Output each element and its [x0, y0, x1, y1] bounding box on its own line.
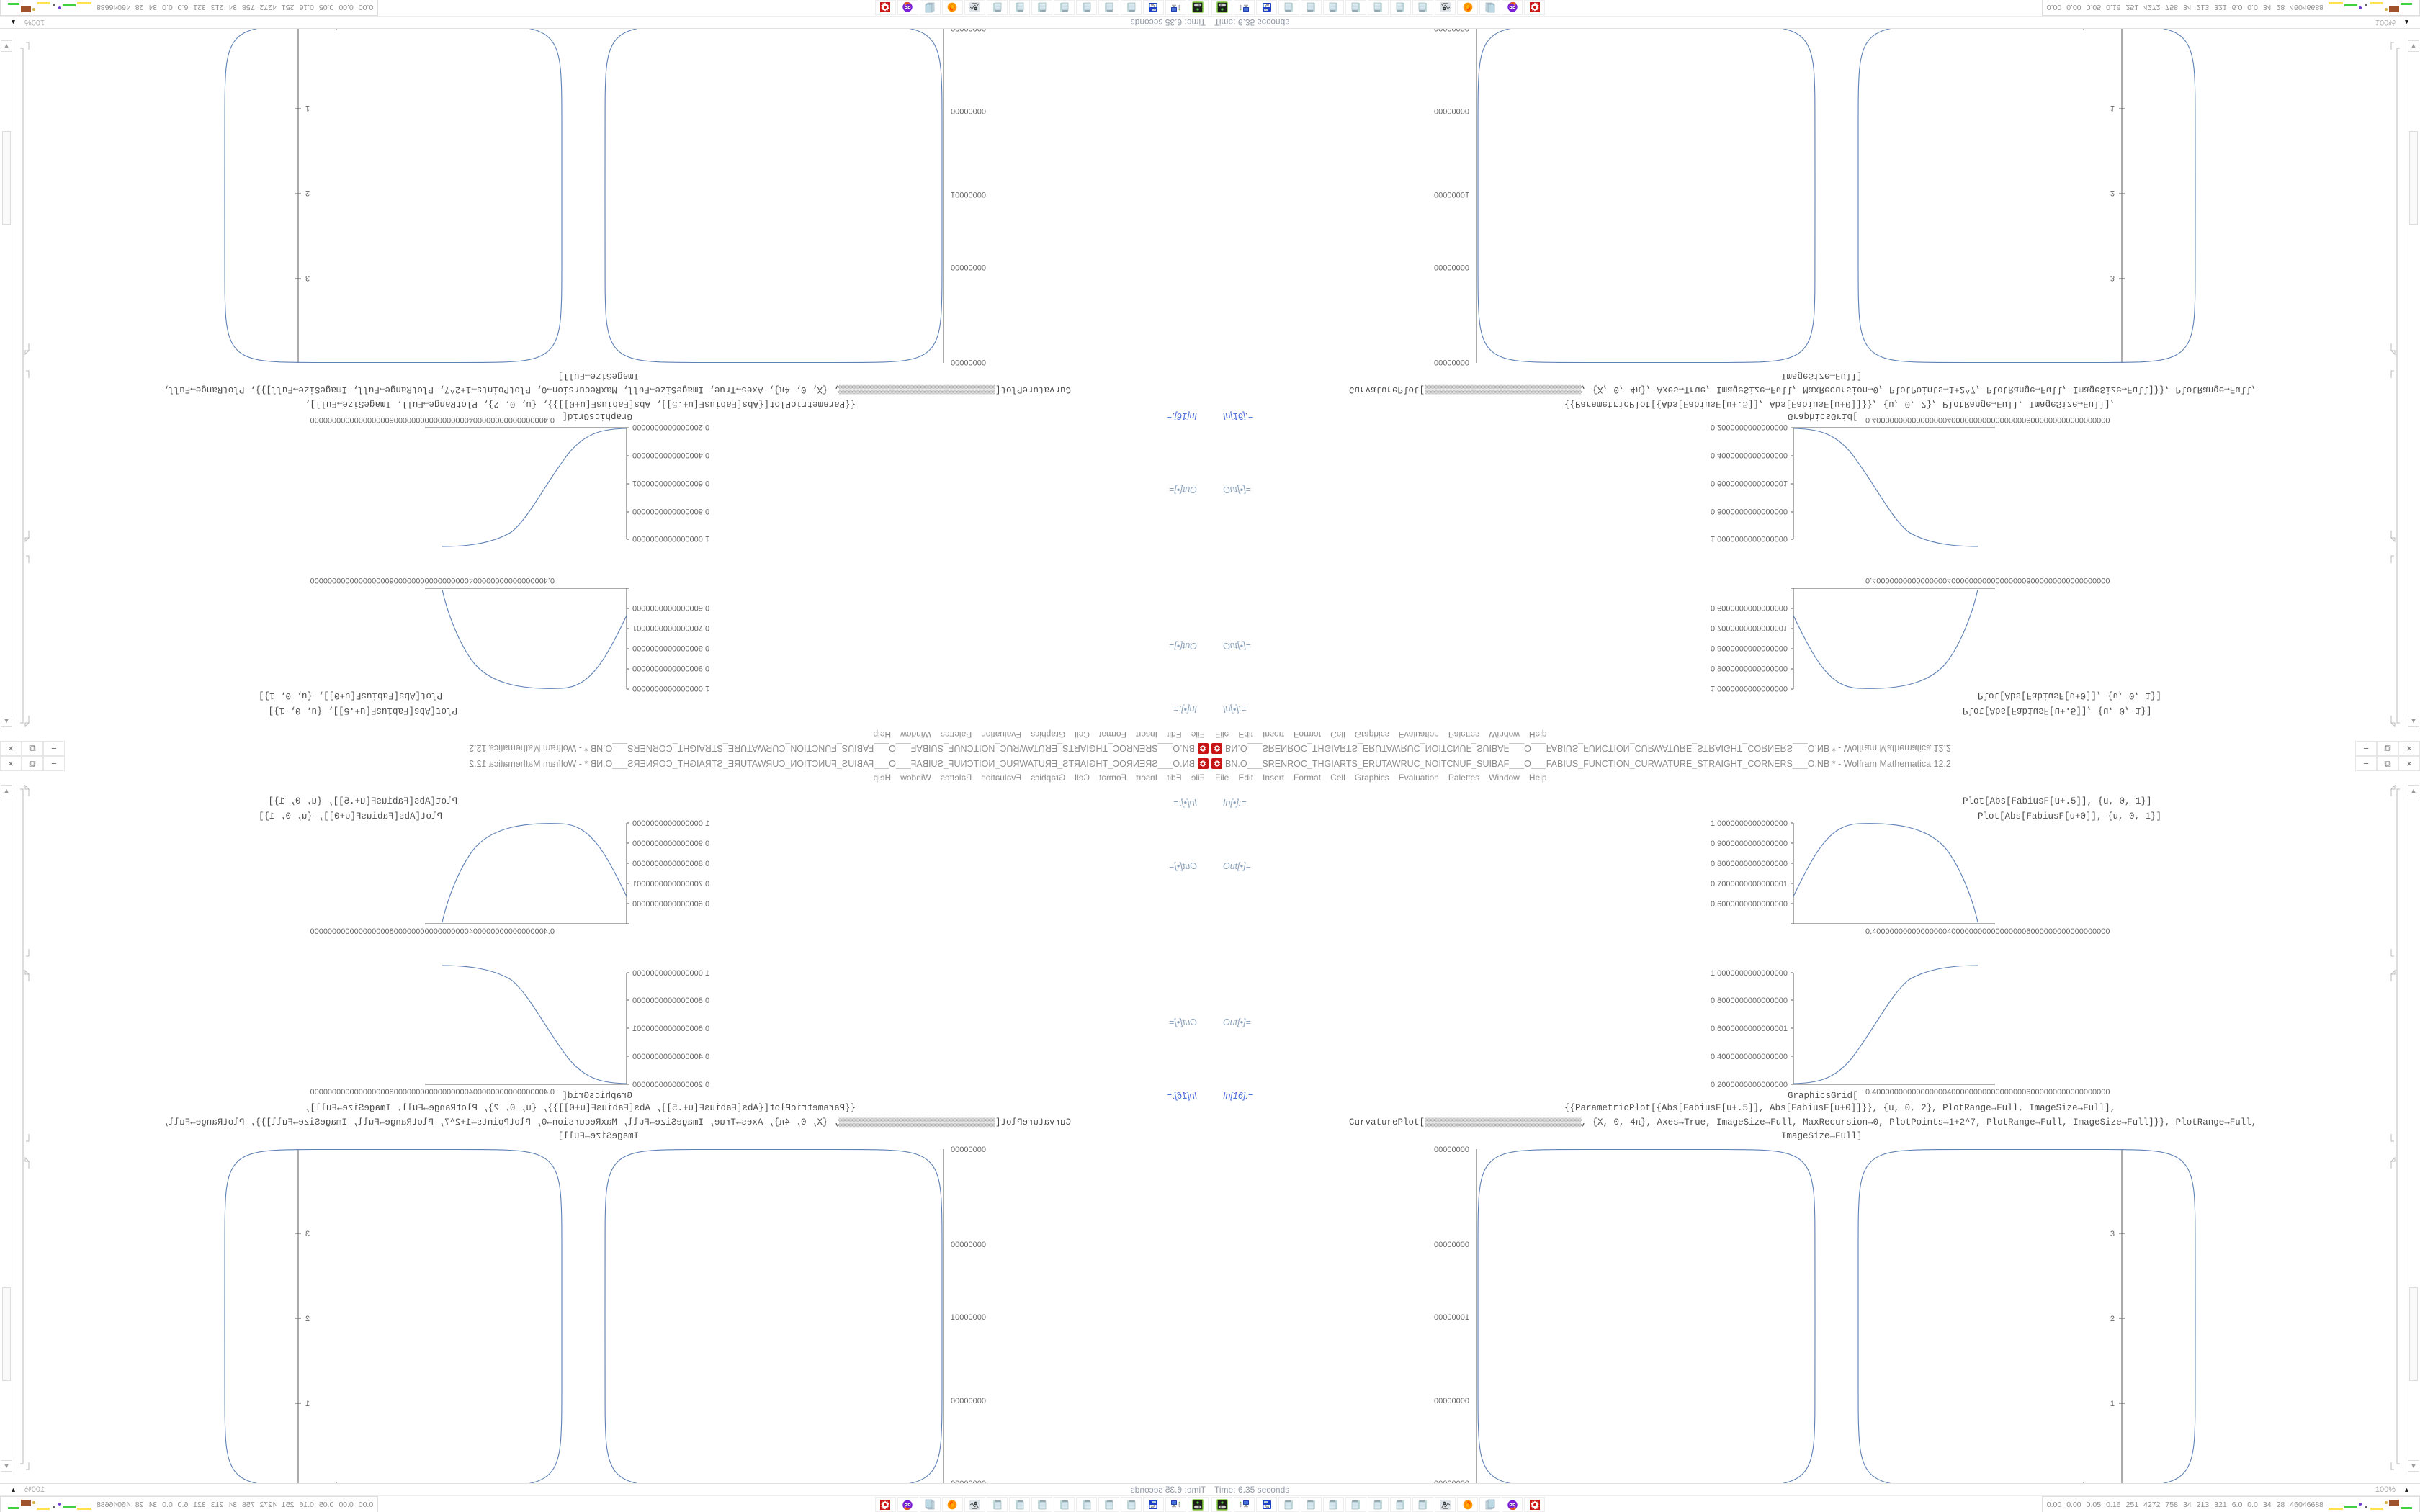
svg-text:00000000: 00000000	[1434, 263, 1469, 271]
svg-text:0.7000000000000001: 0.7000000000000001	[632, 880, 709, 888]
svg-text:1.0000000000000000: 1.0000000000000000	[632, 819, 709, 828]
svg-text:0.6000000000000000: 0.6000000000000000	[632, 900, 709, 909]
svg-text:00000001: 00000001	[951, 190, 986, 199]
svg-text:3: 3	[305, 1230, 310, 1238]
svg-text:0.2000000000000000: 0.2000000000000000	[1711, 423, 1788, 431]
svg-text:0.9000000000000000: 0.9000000000000000	[632, 664, 709, 672]
svg-text:0.6000000000000001: 0.6000000000000001	[632, 1025, 709, 1033]
svg-text:00000001: 00000001	[1434, 190, 1469, 199]
svg-text:1: 1	[2110, 1400, 2115, 1408]
svg-text:3: 3	[2110, 274, 2115, 282]
svg-text:00000000: 00000000	[951, 358, 986, 366]
svg-text:0.8000000000000000: 0.8000000000000000	[1711, 996, 1788, 1005]
svg-text:00000001: 00000001	[951, 1313, 986, 1322]
svg-text:00000000: 00000000	[951, 1397, 986, 1405]
svg-text:0.7000000000000001: 0.7000000000000001	[1711, 880, 1788, 888]
svg-text:0.2000000000000000: 0.2000000000000000	[632, 423, 709, 431]
svg-text:64: 64	[1152, 3, 1156, 7]
svg-text:1.0000000000000000: 1.0000000000000000	[1711, 534, 1788, 543]
svg-text:0.4000000000000000: 0.4000000000000000	[632, 1053, 709, 1061]
svg-text:0.8000000000000000: 0.8000000000000000	[632, 860, 709, 868]
svg-text:3: 3	[305, 274, 310, 282]
svg-text:0.9000000000000000: 0.9000000000000000	[1711, 664, 1788, 672]
svg-text:0.4000000000000000: 0.4000000000000000	[1711, 1053, 1788, 1061]
svg-text:0.8000000000000000: 0.8000000000000000	[1711, 507, 1788, 516]
svg-text:0.4000000000000000040000000000: 0.40000000000000000400000000000000000600…	[310, 415, 555, 424]
svg-text:0.4000000000000000040000000000: 0.40000000000000000400000000000000000600…	[1865, 576, 2110, 585]
svg-text:0.4000000000000000: 0.4000000000000000	[632, 451, 709, 459]
svg-text:00000000: 00000000	[1434, 1397, 1469, 1405]
svg-text:64: 64	[1152, 1505, 1156, 1509]
svg-text:1: 1	[2110, 104, 2115, 112]
svg-text:0.4000000000000000040000000000: 0.40000000000000000400000000000000000600…	[1865, 1088, 2110, 1097]
svg-text:1.0000000000000000: 1.0000000000000000	[1711, 969, 1788, 978]
svg-text:0.4000000000000000040000000000: 0.40000000000000000400000000000000000600…	[310, 927, 555, 936]
svg-text:00000000: 00000000	[1434, 107, 1469, 115]
svg-text:0.8000000000000000: 0.8000000000000000	[1711, 644, 1788, 652]
svg-text:1: 1	[305, 104, 310, 112]
svg-text:00000000: 00000000	[1434, 358, 1469, 366]
svg-text:0.8000000000000000: 0.8000000000000000	[1711, 860, 1788, 868]
svg-text:0.9000000000000000: 0.9000000000000000	[1711, 840, 1788, 848]
svg-text:0.4000000000000000040000000000: 0.40000000000000000400000000000000000600…	[1865, 927, 2110, 936]
svg-text:1.0000000000000000: 1.0000000000000000	[632, 969, 709, 978]
svg-text:0.6000000000000000: 0.6000000000000000	[1711, 603, 1788, 612]
svg-text:1: 1	[305, 1400, 310, 1408]
svg-text:0.8000000000000000: 0.8000000000000000	[632, 507, 709, 516]
svg-text:2: 2	[305, 189, 310, 197]
svg-text:0.6000000000000001: 0.6000000000000001	[1711, 479, 1788, 487]
svg-text:00000000: 00000000	[951, 29, 986, 32]
svg-text:00000000: 00000000	[951, 1146, 986, 1154]
svg-text:0.4000000000000000: 0.4000000000000000	[1711, 451, 1788, 459]
svg-text:00000001: 00000001	[1434, 1313, 1469, 1322]
svg-text:64: 64	[1265, 3, 1269, 7]
svg-text:0.8000000000000000: 0.8000000000000000	[632, 996, 709, 1005]
svg-text:2: 2	[2110, 189, 2115, 197]
svg-text:0.7000000000000001: 0.7000000000000001	[632, 624, 709, 632]
svg-text:0.4000000000000000040000000000: 0.40000000000000000400000000000000000600…	[310, 1088, 555, 1097]
svg-text:3: 3	[2110, 1230, 2115, 1238]
svg-text:00000000: 00000000	[951, 107, 986, 115]
svg-text:1.0000000000000000: 1.0000000000000000	[1711, 684, 1788, 693]
svg-text:00000000: 00000000	[1434, 1241, 1469, 1249]
svg-text:00000000: 00000000	[951, 1241, 986, 1249]
svg-text:1.0000000000000000: 1.0000000000000000	[632, 534, 709, 543]
svg-text:0.4000000000000000040000000000: 0.40000000000000000400000000000000000600…	[1865, 415, 2110, 424]
svg-text:0.9000000000000000: 0.9000000000000000	[632, 840, 709, 848]
svg-text:0.6000000000000001: 0.6000000000000001	[632, 479, 709, 487]
svg-text:2: 2	[305, 1315, 310, 1323]
svg-text:0.6000000000000000: 0.6000000000000000	[632, 603, 709, 612]
svg-text:0.8000000000000000: 0.8000000000000000	[632, 644, 709, 652]
svg-text:0.6000000000000001: 0.6000000000000001	[1711, 1025, 1788, 1033]
svg-text:0.2000000000000000: 0.2000000000000000	[632, 1081, 709, 1089]
svg-text:0.6000000000000000: 0.6000000000000000	[1711, 900, 1788, 909]
svg-text:2: 2	[2110, 1315, 2115, 1323]
svg-text:0.7000000000000001: 0.7000000000000001	[1711, 624, 1788, 632]
svg-text:0.4000000000000000040000000000: 0.40000000000000000400000000000000000600…	[310, 576, 555, 585]
svg-text:00000000: 00000000	[1434, 29, 1469, 32]
svg-text:00000000: 00000000	[1434, 1146, 1469, 1154]
svg-text:1.0000000000000000: 1.0000000000000000	[632, 684, 709, 693]
svg-text:00000000: 00000000	[951, 263, 986, 271]
svg-text:1.0000000000000000: 1.0000000000000000	[1711, 819, 1788, 828]
svg-text:0.2000000000000000: 0.2000000000000000	[1711, 1081, 1788, 1089]
svg-text:64: 64	[1265, 1505, 1269, 1509]
